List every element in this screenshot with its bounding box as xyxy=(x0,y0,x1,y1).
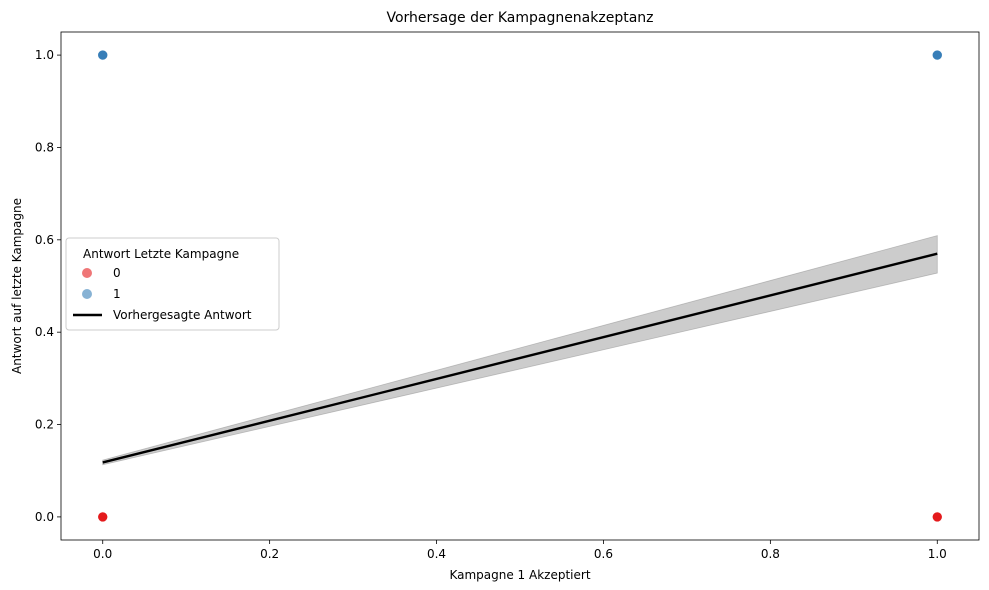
legend-label: 1 xyxy=(113,287,121,301)
chart-title: Vorhersage der Kampagnenakzeptanz xyxy=(386,10,653,26)
y-tick-label: 0.6 xyxy=(35,233,54,247)
scatter-point-1 xyxy=(97,49,109,61)
x-axis-label: Kampagne 1 Akzeptiert xyxy=(449,568,590,582)
confidence-band xyxy=(102,235,938,466)
y-tick-label: 0.0 xyxy=(35,510,54,524)
y-tick-label: 0.8 xyxy=(35,140,54,154)
scatter-point-1 xyxy=(931,49,943,61)
legend-label: 0 xyxy=(113,266,121,280)
legend: Antwort Letzte Kampagne 0 1 Vorhergesagte … xyxy=(65,237,280,331)
y-tick-label: 0.4 xyxy=(35,325,54,339)
plot-frame xyxy=(60,31,980,541)
scatter-point-0 xyxy=(931,511,943,523)
scatter-point-0 xyxy=(97,511,109,523)
chart-marks xyxy=(97,49,943,523)
legend-box xyxy=(65,237,280,331)
legend-label: Vorhergesagte Antwort xyxy=(113,308,252,322)
x-tick-label: 1.0 xyxy=(928,547,947,561)
x-tick-label: 0.0 xyxy=(93,547,112,561)
plot-area xyxy=(60,31,980,541)
y-tick-label: 0.2 xyxy=(35,418,54,432)
legend-title: Antwort Letzte Kampagne xyxy=(83,247,239,261)
x-tick-label: 0.4 xyxy=(427,547,446,561)
prediction-line xyxy=(102,252,938,464)
y-axis-label: Antwort auf letzte Kampagne xyxy=(10,198,24,374)
x-axis-ticks: 0.0 0.2 0.4 0.6 0.8 1.0 xyxy=(93,540,947,561)
y-tick-label: 1.0 xyxy=(35,48,54,62)
x-tick-label: 0.8 xyxy=(761,547,780,561)
x-tick-label: 0.6 xyxy=(594,547,613,561)
legend-marker-0 xyxy=(82,268,92,278)
y-axis-ticks: 0.0 0.2 0.4 0.6 0.8 1.0 xyxy=(35,48,61,524)
x-tick-label: 0.2 xyxy=(260,547,279,561)
legend-marker-1 xyxy=(82,289,92,299)
